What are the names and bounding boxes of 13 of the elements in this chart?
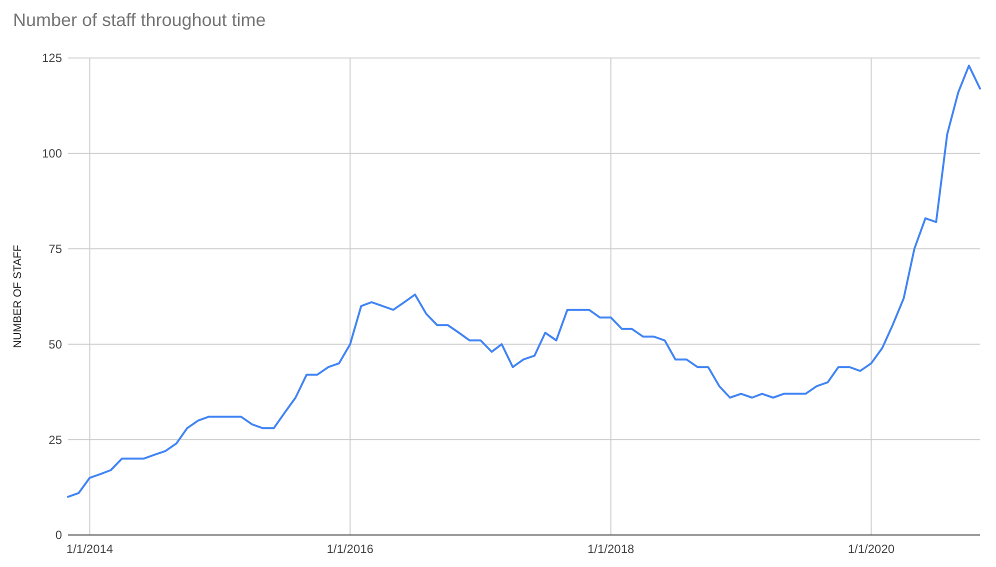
x-tick-label: 1/1/2020	[848, 542, 895, 556]
x-tick-label: 1/1/2014	[66, 542, 114, 556]
line-series	[67, 64, 981, 498]
y-axis-title: NUMBER OF STAFF	[12, 244, 24, 348]
x-tick-label: 1/1/2018	[587, 542, 635, 556]
y-tick-label: 100	[42, 146, 62, 161]
y-tick-label: 0	[55, 528, 62, 542]
y-tick-label: 25	[48, 432, 62, 447]
y-tick-label: 75	[48, 242, 62, 256]
y-tick-label: 50	[48, 337, 62, 352]
x-tick-label: 1/1/2016	[326, 542, 374, 556]
chart-title: Number of staff throughout time	[13, 10, 266, 30]
y-tick-label: 125	[42, 51, 62, 66]
